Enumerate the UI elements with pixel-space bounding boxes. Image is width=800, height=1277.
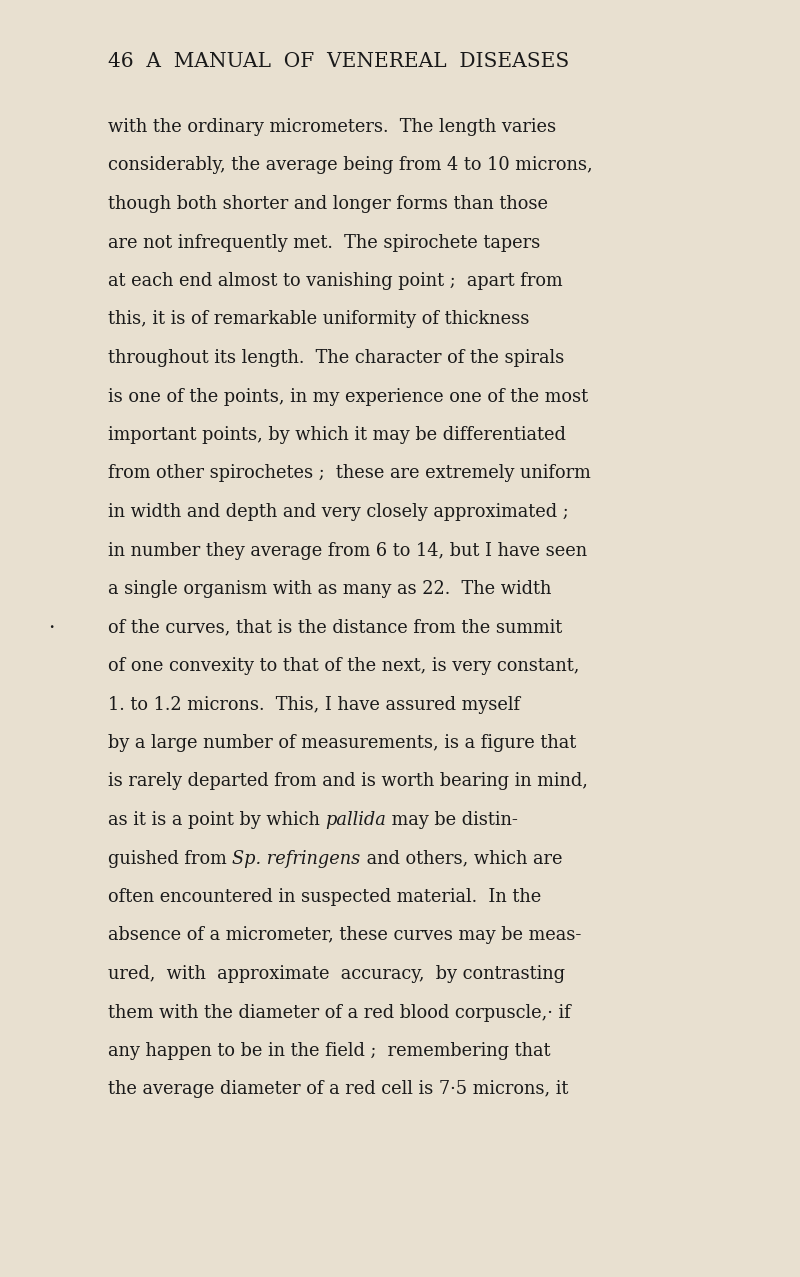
Text: considerably, the average being from 4 to 10 microns,: considerably, the average being from 4 t… (108, 157, 593, 175)
Text: is one of the points, in my experience one of the most: is one of the points, in my experience o… (108, 387, 588, 406)
Text: often encountered in suspected material.  In the: often encountered in suspected material.… (108, 888, 542, 905)
Text: may be distin-: may be distin- (386, 811, 518, 829)
Text: though both shorter and longer forms than those: though both shorter and longer forms tha… (108, 195, 548, 213)
Text: the average diameter of a red cell is 7·5 microns, it: the average diameter of a red cell is 7·… (108, 1080, 568, 1098)
Text: at each end almost to vanishing point ;  apart from: at each end almost to vanishing point ; … (108, 272, 562, 290)
Text: in number they average from 6 to 14, but I have seen: in number they average from 6 to 14, but… (108, 541, 587, 559)
Text: important points, by which it may be differentiated: important points, by which it may be dif… (108, 427, 566, 444)
Text: ·: · (48, 618, 54, 637)
Text: them with the diameter of a red blood corpuscle,· if: them with the diameter of a red blood co… (108, 1004, 570, 1022)
Text: any happen to be in the field ;  remembering that: any happen to be in the field ; remember… (108, 1042, 550, 1060)
Text: with the ordinary micrometers.  The length varies: with the ordinary micrometers. The lengt… (108, 117, 556, 135)
Text: ured,  with  approximate  accuracy,  by contrasting: ured, with approximate accuracy, by cont… (108, 965, 565, 983)
Text: of one convexity to that of the next, is very constant,: of one convexity to that of the next, is… (108, 656, 579, 676)
Text: of the curves, that is the distance from the summit: of the curves, that is the distance from… (108, 618, 562, 636)
Text: guished from: guished from (108, 849, 232, 867)
Text: by a large number of measurements, is a figure that: by a large number of measurements, is a … (108, 734, 576, 752)
Text: 1. to 1.2 microns.  This, I have assured myself: 1. to 1.2 microns. This, I have assured … (108, 696, 520, 714)
Text: absence of a micrometer, these curves may be meas-: absence of a micrometer, these curves ma… (108, 927, 582, 945)
Text: pallida: pallida (326, 811, 386, 829)
Text: as it is a point by which: as it is a point by which (108, 811, 326, 829)
Text: are not infrequently met.  The spirochete tapers: are not infrequently met. The spirochete… (108, 234, 540, 252)
Text: is rarely departed from and is worth bearing in mind,: is rarely departed from and is worth bea… (108, 773, 588, 790)
Text: 46  A  MANUAL  OF  VENEREAL  DISEASES: 46 A MANUAL OF VENEREAL DISEASES (108, 52, 570, 72)
Text: a single organism with as many as 22.  The width: a single organism with as many as 22. Th… (108, 580, 551, 598)
Text: Sp. refringens: Sp. refringens (232, 849, 361, 867)
Text: throughout its length.  The character of the spirals: throughout its length. The character of … (108, 349, 564, 366)
Text: in width and depth and very closely approximated ;: in width and depth and very closely appr… (108, 503, 569, 521)
Text: this, it is of remarkable uniformity of thickness: this, it is of remarkable uniformity of … (108, 310, 530, 328)
Text: and others, which are: and others, which are (361, 849, 562, 867)
Text: from other spirochetes ;  these are extremely uniform: from other spirochetes ; these are extre… (108, 465, 590, 483)
